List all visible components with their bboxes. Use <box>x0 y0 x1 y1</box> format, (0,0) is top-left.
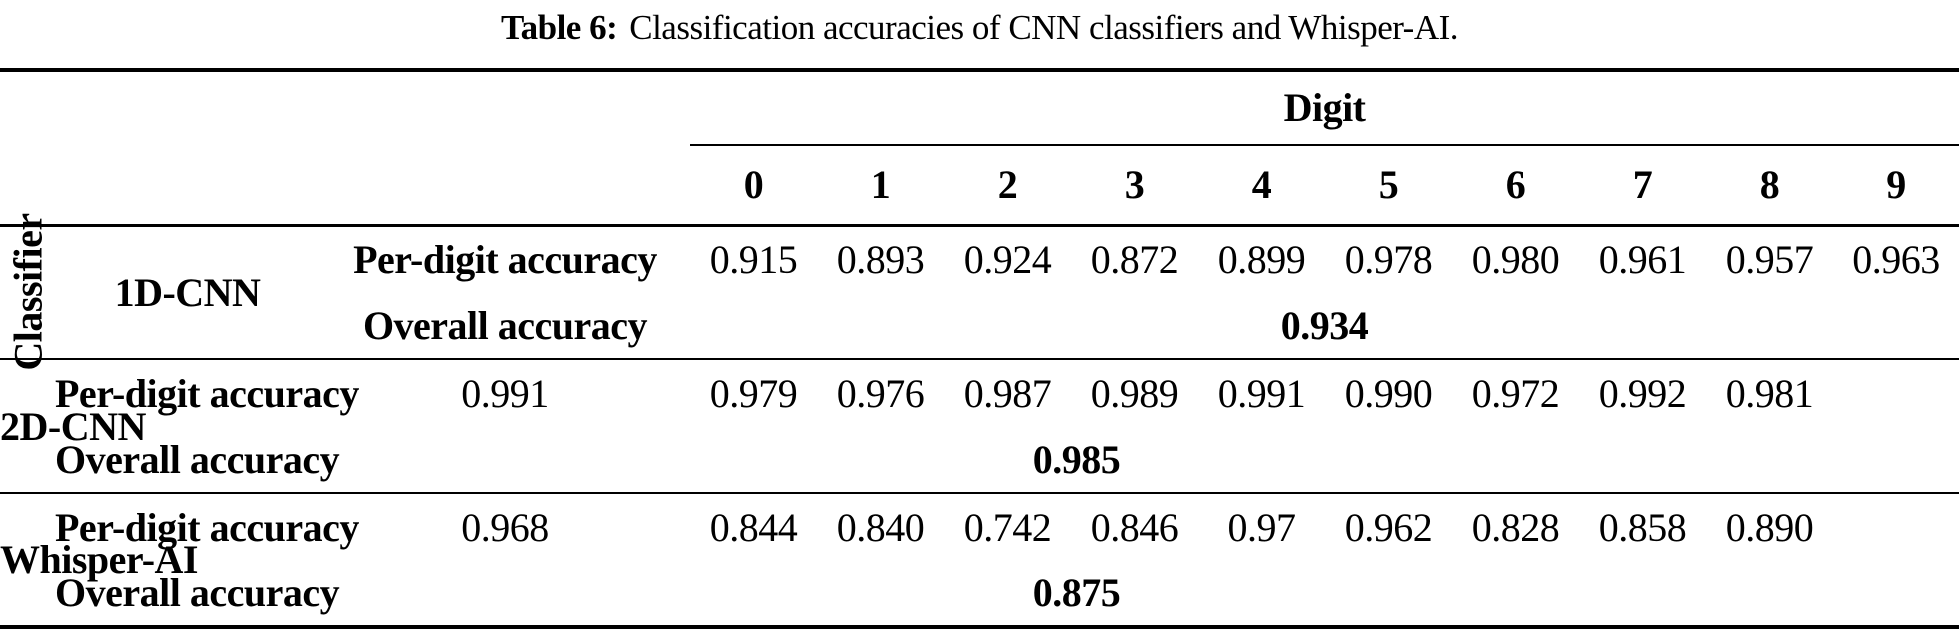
accuracy-cell: 0.828 <box>1471 504 1560 550</box>
accuracy-cell: 0.968 <box>461 504 549 550</box>
accuracy-cell: 0.924 <box>963 236 1052 282</box>
table-caption: Table 6: Classification accuracies of CNN… <box>0 0 1959 51</box>
per-digit-row: Classifier 1D-CNN Per-digit accuracy 0.9… <box>0 214 1959 371</box>
overall-accuracy-cell: 0.934 <box>1280 302 1369 348</box>
overall-row: Overall accuracy 0.934 <box>0 292 1959 359</box>
classifier-axis-cell: Classifier <box>0 214 55 371</box>
accuracy-cell: 0.981 <box>1725 370 1814 416</box>
accuracy-cell: 0.979 <box>709 370 798 416</box>
accuracy-cell: 0.989 <box>1090 370 1179 416</box>
accuracy-cell: 0.890 <box>1725 504 1814 550</box>
accuracy-cell: 0.962 <box>1344 504 1433 550</box>
accuracy-cell: 0.957 <box>1725 236 1814 282</box>
accuracy-cell: 0.97 <box>1227 504 1297 550</box>
accuracy-cell: 0.915 <box>709 236 798 282</box>
metric-label-per-digit: Per-digit accuracy <box>55 370 359 416</box>
digit-column-header: 6 <box>1505 162 1526 207</box>
accuracy-cell: 0.978 <box>1344 236 1433 282</box>
accuracy-cell: 0.846 <box>1090 504 1179 550</box>
digit-column-header: 0 <box>743 162 764 207</box>
accuracy-cell: 0.972 <box>1471 370 1560 416</box>
digit-column-header: 8 <box>1759 162 1780 207</box>
digit-column-header: 1 <box>870 162 891 207</box>
table-caption-text: Classification accuracies of CNN classif… <box>629 8 1459 47</box>
row-group-whisper-ai: Whisper-AI Per-digit accuracy 0.968 0.84… <box>0 493 1959 627</box>
accuracy-table: Digit 0 1 2 3 4 5 6 7 8 9 Classifier <box>0 67 1959 629</box>
accuracy-cell: 0.844 <box>709 504 798 550</box>
accuracy-cell: 0.899 <box>1217 236 1306 282</box>
accuracy-cell: 0.840 <box>836 504 925 550</box>
classifier-axis-label: Classifier <box>5 213 50 371</box>
overall-accuracy-cell: 0.985 <box>1032 436 1121 482</box>
accuracy-cell: 0.980 <box>1471 236 1560 282</box>
accuracy-cell: 0.872 <box>1090 236 1179 282</box>
classifier-name: 1D-CNN <box>114 269 261 315</box>
accuracy-cell: 0.992 <box>1598 370 1687 416</box>
digit-column-header: 9 <box>1886 162 1906 207</box>
per-digit-row: Whisper-AI Per-digit accuracy 0.968 0.84… <box>0 493 1959 583</box>
classifier-name: 2D-CNN <box>0 403 146 449</box>
overall-row: Overall accuracy 0.875 <box>0 560 1959 627</box>
digit-group-header: Digit <box>690 69 1959 146</box>
metric-label-per-digit: Per-digit accuracy <box>353 236 657 282</box>
digit-group-row: Digit <box>0 69 1959 146</box>
accuracy-cell: 0.991 <box>1217 370 1306 416</box>
accuracy-cell: 0.961 <box>1598 236 1687 282</box>
metric-label-per-digit: Per-digit accuracy <box>55 504 359 550</box>
row-group-2d-cnn: 2D-CNN Per-digit accuracy 0.991 0.979 0.… <box>0 359 1959 493</box>
digit-column-header: 5 <box>1378 162 1399 207</box>
row-group-1d-cnn: Classifier 1D-CNN Per-digit accuracy 0.9… <box>0 214 1959 371</box>
accuracy-cell: 0.987 <box>963 370 1052 416</box>
digit-column-header: 3 <box>1124 162 1145 207</box>
classifier-name: Whisper-AI <box>0 537 198 582</box>
header-spacer-cell <box>0 70 690 145</box>
accuracy-cell: 0.976 <box>836 370 925 416</box>
digit-column-header: 4 <box>1251 162 1272 207</box>
accuracy-cell: 0.990 <box>1344 370 1433 416</box>
accuracy-cell: 0.858 <box>1598 504 1687 550</box>
table-caption-label: Table 6: <box>500 8 618 47</box>
per-digit-row: 2D-CNN Per-digit accuracy 0.991 0.979 0.… <box>0 359 1959 449</box>
accuracy-cell: 0.893 <box>836 236 925 282</box>
metric-label-overall: Overall accuracy <box>55 570 340 615</box>
header-spacer-cell <box>0 145 690 226</box>
table-header: Digit 0 1 2 3 4 5 6 7 8 9 <box>0 69 1959 226</box>
overall-row: Overall accuracy 0.985 <box>0 426 1959 493</box>
metric-label-overall: Overall accuracy <box>55 436 340 482</box>
digit-column-header: 7 <box>1632 162 1653 207</box>
accuracy-cell: 0.742 <box>963 504 1052 550</box>
digit-column-header: 2 <box>997 162 1018 207</box>
accuracy-cell: 0.963 <box>1852 236 1940 282</box>
digit-header-row: 0 1 2 3 4 5 6 7 8 9 <box>0 145 1959 226</box>
metric-label-overall: Overall accuracy <box>362 302 648 348</box>
accuracy-cell: 0.991 <box>461 370 549 416</box>
overall-accuracy-cell: 0.875 <box>1032 570 1121 615</box>
